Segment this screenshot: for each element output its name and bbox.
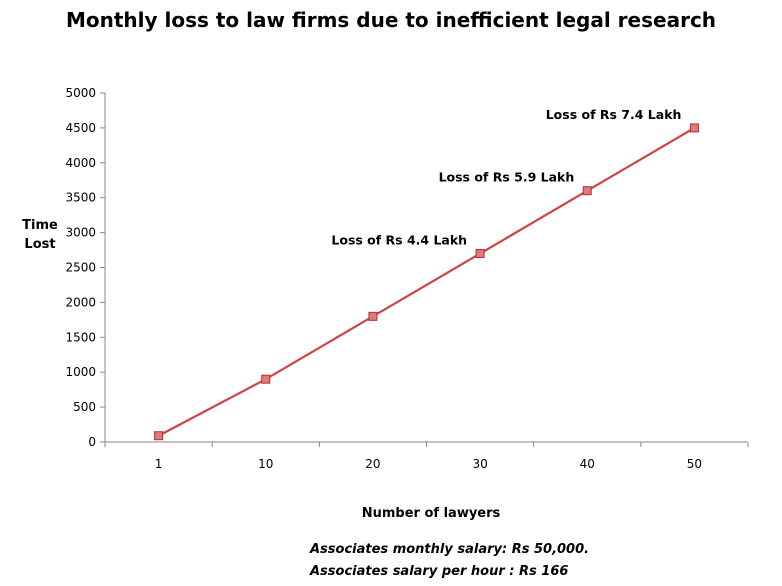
note-hourly-salary: Associates salary per hour : Rs 166 <box>309 564 568 579</box>
note-monthly-salary: Associates monthly salary: Rs 50,000. <box>309 542 589 557</box>
series-layer <box>154 123 699 441</box>
data-point-marker <box>475 249 485 259</box>
x-tick-label: 20 <box>365 457 380 471</box>
x-tick-label: 1 <box>155 457 163 471</box>
y-axis-label-line-2: Lost <box>24 237 55 252</box>
annotations-layer: Loss of Rs 4.4 Lakh Loss of Rs 5.9 Lakh Lo… <box>331 107 681 248</box>
y-tick-label: 4500 <box>65 121 96 135</box>
data-point-marker <box>582 186 592 196</box>
y-tick-label: 500 <box>73 400 96 414</box>
x-tick-label: 30 <box>472 457 487 471</box>
x-tick-label: 50 <box>687 457 702 471</box>
chart-title: Monthly loss to law firms due to ineffic… <box>66 8 716 32</box>
y-tick-label: 2000 <box>65 295 96 309</box>
y-tick-label: 1500 <box>65 330 96 344</box>
data-annotation: Loss of Rs 7.4 Lakh <box>546 107 682 122</box>
data-point-marker <box>689 123 699 133</box>
x-tick-label: 10 <box>258 457 273 471</box>
data-point-marker <box>368 311 378 321</box>
series-line <box>158 126 695 437</box>
y-tick-label: 1000 <box>65 365 96 379</box>
data-annotation: Loss of Rs 5.9 Lakh <box>439 170 575 185</box>
y-tick-label: 0 <box>88 435 96 449</box>
x-axis-label: Number of lawyers <box>362 506 501 521</box>
y-axis-ticks: 0 500 1000 1500 2000 2500 3000 3500 4000 4500 5000 <box>65 86 105 449</box>
y-tick-label: 5000 <box>65 86 96 100</box>
y-tick-label: 3500 <box>65 191 96 205</box>
data-point-marker <box>261 374 271 384</box>
y-axis-label-line-1: Time <box>22 218 58 233</box>
data-annotation: Loss of Rs 4.4 Lakh <box>331 233 467 248</box>
y-tick-label: 2500 <box>65 261 96 275</box>
axes <box>104 93 748 443</box>
data-point-marker <box>154 431 164 441</box>
y-tick-label: 4000 <box>65 156 96 170</box>
y-tick-label: 3000 <box>65 226 96 240</box>
x-tick-label: 40 <box>580 457 595 471</box>
x-axis-ticks: 1 10 20 30 40 50 <box>104 442 749 471</box>
